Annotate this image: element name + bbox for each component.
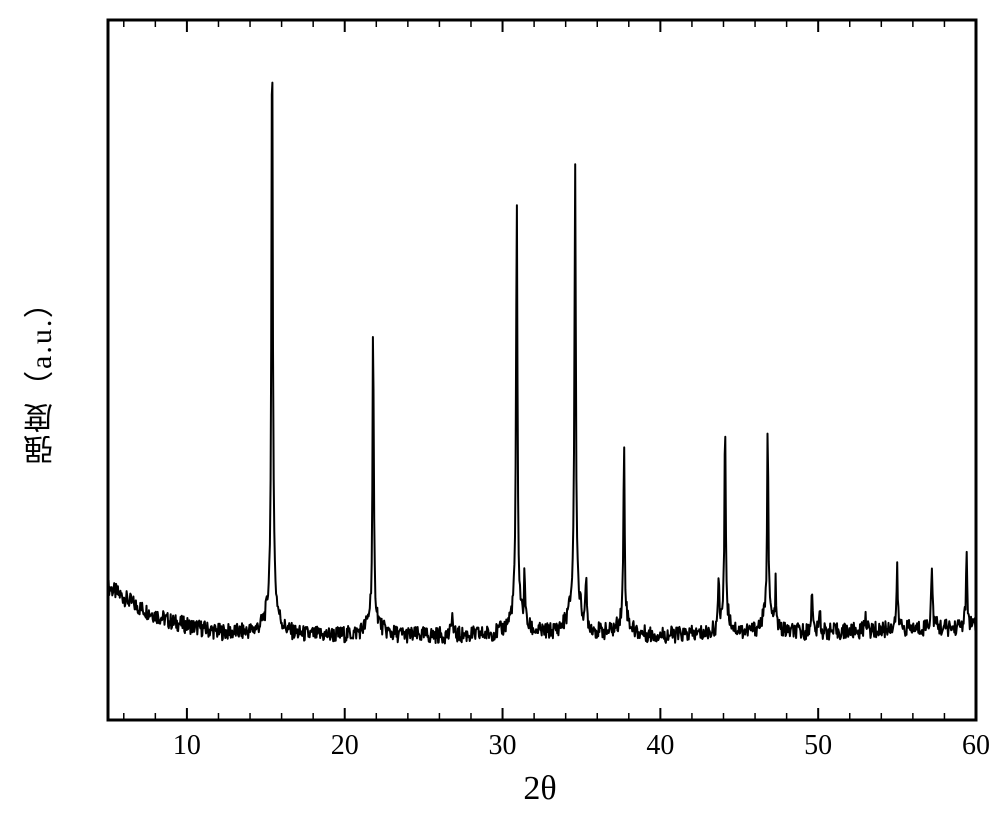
svg-text:20: 20 xyxy=(331,730,359,761)
svg-text:40: 40 xyxy=(646,730,674,761)
spectrum-plot: 10 20 30 40 50 60 xyxy=(0,0,996,832)
svg-text:60: 60 xyxy=(962,730,990,761)
svg-text:10: 10 xyxy=(173,730,201,761)
svg-text:50: 50 xyxy=(804,730,832,761)
xrd-chart: 强度（a.u.） 2θ 102030405060 xyxy=(0,0,996,832)
svg-text:30: 30 xyxy=(489,730,517,761)
